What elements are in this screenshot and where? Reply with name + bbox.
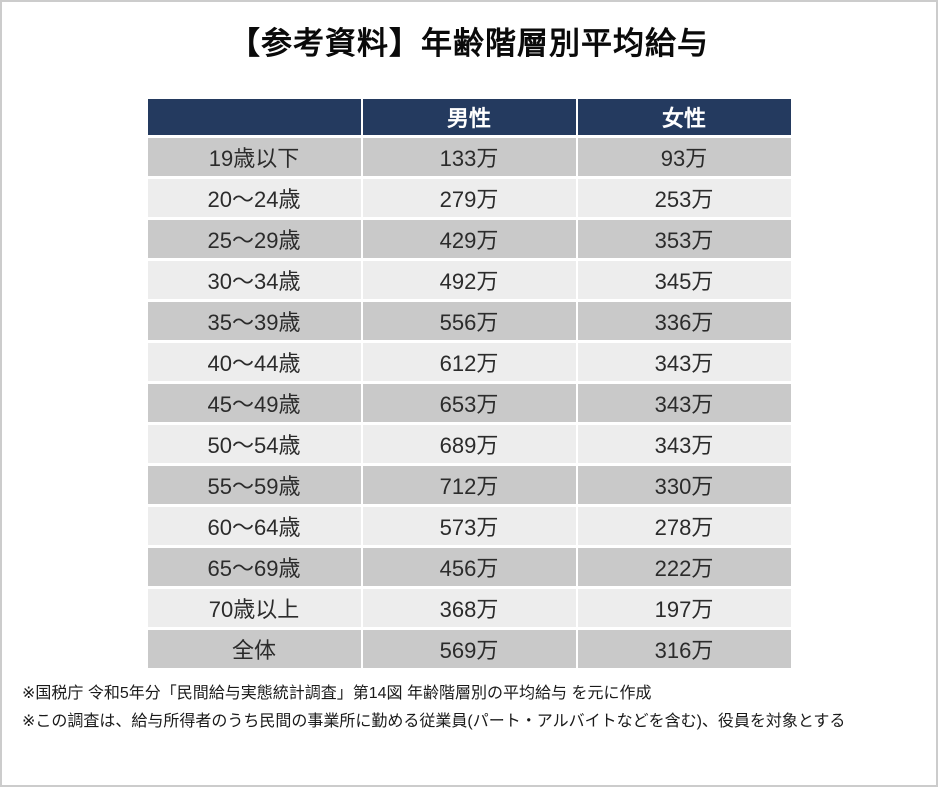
male-cell: 569万: [362, 630, 576, 669]
table-row: 70歳以上 368万 197万: [147, 589, 791, 628]
female-cell: 197万: [577, 589, 791, 628]
page-title: 【参考資料】年齢階層別平均給与: [229, 26, 709, 61]
header-female-cell: 女性: [577, 99, 791, 136]
table-body: 19歳以下 133万 93万 20〜24歳 279万 253万 25〜29歳 429万 353万…: [147, 138, 791, 669]
table-row: 40〜44歳 612万 343万: [147, 343, 791, 382]
female-cell: 336万: [577, 302, 791, 341]
age-cell: 30〜34歳: [147, 261, 361, 300]
age-cell: 全体: [147, 630, 361, 669]
table-header: 男性 女性: [147, 99, 791, 136]
male-cell: 556万: [362, 302, 576, 341]
male-cell: 368万: [362, 589, 576, 628]
age-cell: 20〜24歳: [147, 179, 361, 218]
female-cell: 222万: [577, 548, 791, 587]
footnote-scope: ※この調査は、給与所得者のうち民間の事業所に勤める従業員(パート・アルバイトなど…: [22, 713, 846, 731]
header-male-cell: 男性: [362, 99, 576, 136]
female-cell: 345万: [577, 261, 791, 300]
age-cell: 45〜49歳: [147, 384, 361, 423]
female-cell: 316万: [577, 630, 791, 669]
age-cell: 19歳以下: [147, 138, 361, 177]
age-cell: 50〜54歳: [147, 425, 361, 464]
female-cell: 278万: [577, 507, 791, 546]
header-row: 男性 女性: [147, 99, 791, 136]
male-cell: 456万: [362, 548, 576, 587]
male-cell: 712万: [362, 466, 576, 505]
table-row: 25〜29歳 429万 353万: [147, 220, 791, 259]
male-cell: 492万: [362, 261, 576, 300]
table-row: 60〜64歳 573万 278万: [147, 507, 791, 546]
salary-table: 男性 女性 19歳以下 133万 93万 20〜24歳 279万 253万 25〜29歳 42…: [146, 96, 793, 671]
age-cell: 40〜44歳: [147, 343, 361, 382]
table-row: 55〜59歳 712万 330万: [147, 466, 791, 505]
age-cell: 70歳以上: [147, 589, 361, 628]
female-cell: 253万: [577, 179, 791, 218]
table-row: 50〜54歳 689万 343万: [147, 425, 791, 464]
table-row: 45〜49歳 653万 343万: [147, 384, 791, 423]
male-cell: 653万: [362, 384, 576, 423]
age-cell: 60〜64歳: [147, 507, 361, 546]
male-cell: 429万: [362, 220, 576, 259]
female-cell: 353万: [577, 220, 791, 259]
male-cell: 573万: [362, 507, 576, 546]
male-cell: 689万: [362, 425, 576, 464]
age-cell: 25〜29歳: [147, 220, 361, 259]
female-cell: 330万: [577, 466, 791, 505]
male-cell: 612万: [362, 343, 576, 382]
male-cell: 133万: [362, 138, 576, 177]
female-cell: 93万: [577, 138, 791, 177]
footnotes: ※国税庁 令和5年分「民間給与実態統計調査」第14図 年齢階層別の平均給与 を元…: [22, 683, 936, 733]
age-cell: 65〜69歳: [147, 548, 361, 587]
footnote-source: ※国税庁 令和5年分「民間給与実態統計調査」第14図 年齢階層別の平均給与 を元…: [22, 685, 652, 703]
table-row: 65〜69歳 456万 222万: [147, 548, 791, 587]
header-age-cell: [147, 99, 361, 136]
table-row: 19歳以下 133万 93万: [147, 138, 791, 177]
table-row: 20〜24歳 279万 253万: [147, 179, 791, 218]
age-cell: 55〜59歳: [147, 466, 361, 505]
age-cell: 35〜39歳: [147, 302, 361, 341]
female-cell: 343万: [577, 343, 791, 382]
table-row: 全体 569万 316万: [147, 630, 791, 669]
table-row: 35〜39歳 556万 336万: [147, 302, 791, 341]
table-row: 30〜34歳 492万 345万: [147, 261, 791, 300]
male-cell: 279万: [362, 179, 576, 218]
female-cell: 343万: [577, 384, 791, 423]
female-cell: 343万: [577, 425, 791, 464]
